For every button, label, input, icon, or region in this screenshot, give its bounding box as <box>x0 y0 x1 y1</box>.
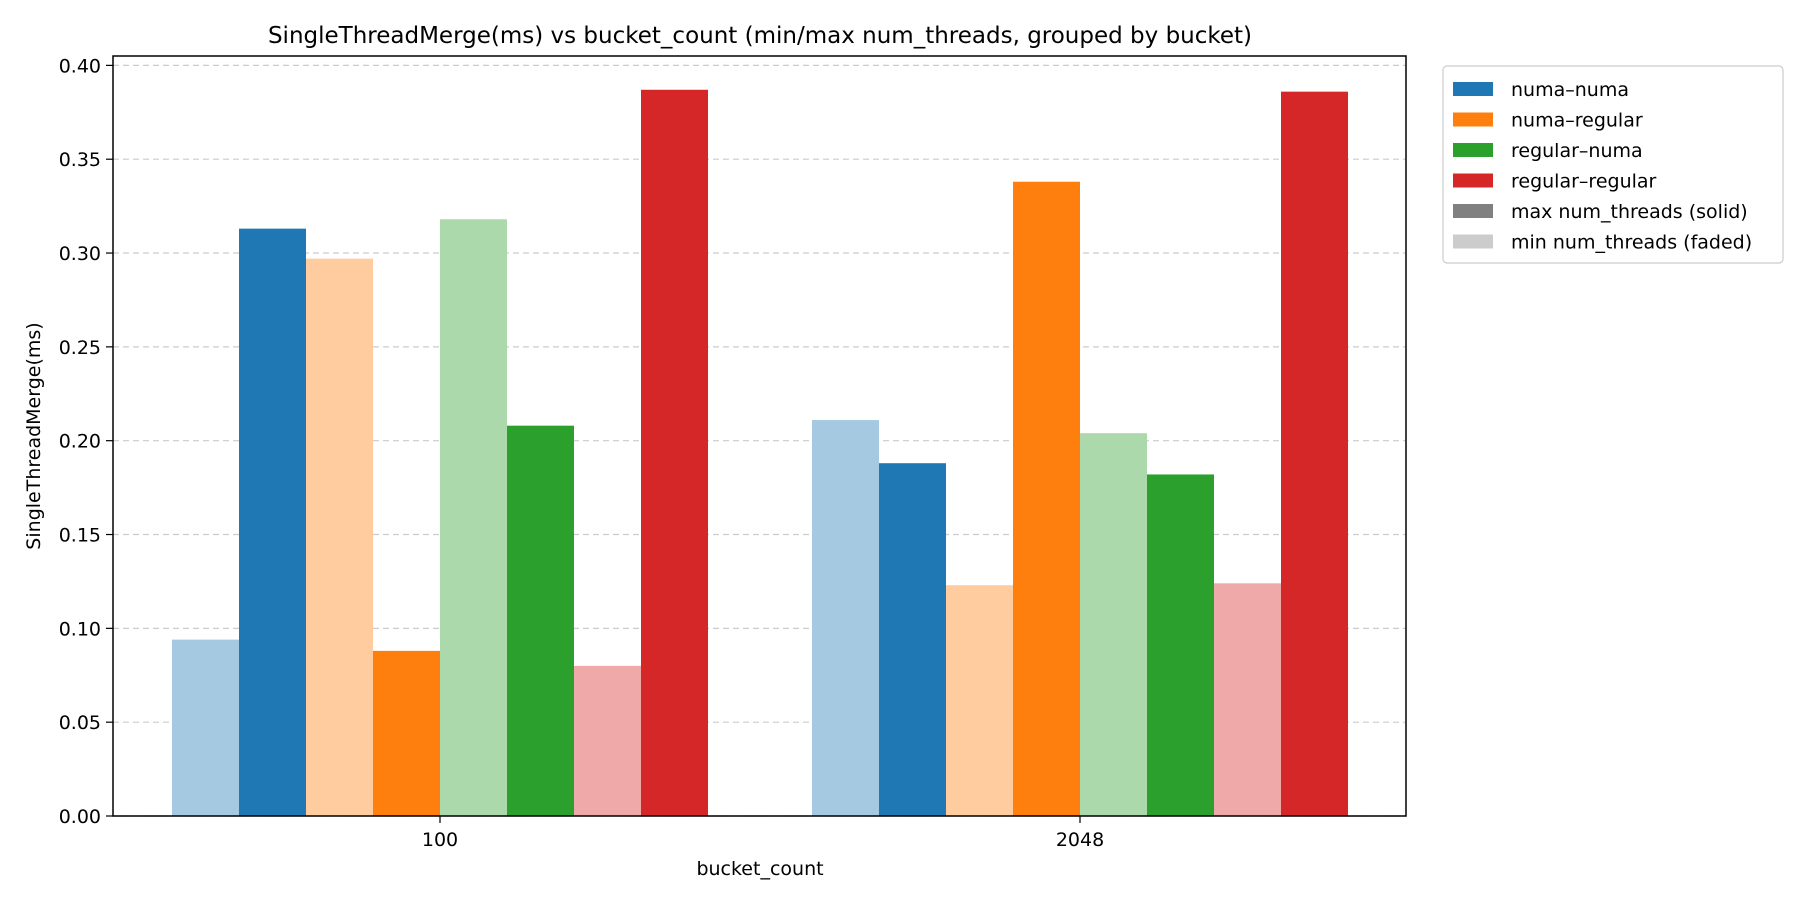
y-tick-label: 0.10 <box>59 618 101 640</box>
plot-frame <box>112 55 1407 817</box>
bar-regular-regular-min-2048 <box>1214 583 1281 816</box>
y-axis-label: SingleThreadMerge(ms) <box>23 322 45 549</box>
y-tick-label: 0.00 <box>59 806 101 828</box>
bar-regular-numa-min-2048 <box>1080 433 1147 816</box>
bar-numa-regular-max-100 <box>373 650 440 816</box>
x-axis: 100 2048 <box>422 816 1104 851</box>
legend-swatch <box>1453 234 1493 249</box>
x-tick-label: 100 <box>422 829 458 851</box>
legend-swatch <box>1453 143 1493 157</box>
legend-label: min num_threads (faded) <box>1511 232 1752 254</box>
legend-swatch <box>1453 112 1493 127</box>
y-tick-label: 0.15 <box>59 525 101 547</box>
legend-label: max num_threads (solid) <box>1511 201 1748 223</box>
legend-label: regular–regular <box>1511 171 1657 193</box>
legend-label: numa–numa <box>1511 79 1629 101</box>
bar-regular-numa-min-100 <box>440 219 507 816</box>
bar-numa-numa-max-100 <box>239 228 306 816</box>
bar-numa-regular-min-100 <box>306 258 373 817</box>
bar-numa-regular-min-2048 <box>946 585 1013 816</box>
legend-box <box>1442 65 1784 264</box>
bar-regular-regular-max-2048 <box>1281 91 1348 817</box>
bar-numa-numa-min-2048 <box>812 420 879 816</box>
legend-swatch <box>1453 82 1493 96</box>
y-tick-label: 0.30 <box>59 243 101 265</box>
bar-regular-numa-max-100 <box>507 425 574 816</box>
y-tick-label: 0.35 <box>59 149 101 171</box>
legend-swatch <box>1453 204 1493 218</box>
x-tick-label: 2048 <box>1056 829 1104 851</box>
bar-regular-regular-max-100 <box>641 89 708 817</box>
chart-title: SingleThreadMerge(ms) vs bucket_count (m… <box>268 23 1252 49</box>
legend-label: numa–regular <box>1511 110 1643 132</box>
y-tick-label: 0.20 <box>59 431 101 453</box>
bar-regular-regular-min-100 <box>574 665 641 816</box>
legend-label: regular–numa <box>1511 140 1643 162</box>
y-tick-label: 0.05 <box>59 712 101 734</box>
y-tick-label: 0.25 <box>59 337 101 359</box>
x-axis-label: bucket_count <box>696 858 823 880</box>
bar-regular-numa-max-2048 <box>1147 474 1214 816</box>
bar-numa-numa-max-2048 <box>879 463 946 816</box>
legend: numa–numa numa–regular regular–numa regular… <box>1442 65 1784 264</box>
bars <box>172 89 1348 817</box>
y-tick-label: 0.40 <box>59 55 101 77</box>
bar-numa-regular-max-2048 <box>1013 181 1080 816</box>
bar-numa-numa-min-100 <box>172 639 239 816</box>
legend-swatch <box>1453 173 1493 188</box>
y-axis: 0.00 0.05 0.10 0.15 0.20 0.25 0.30 0.35 0.40 <box>59 55 113 828</box>
